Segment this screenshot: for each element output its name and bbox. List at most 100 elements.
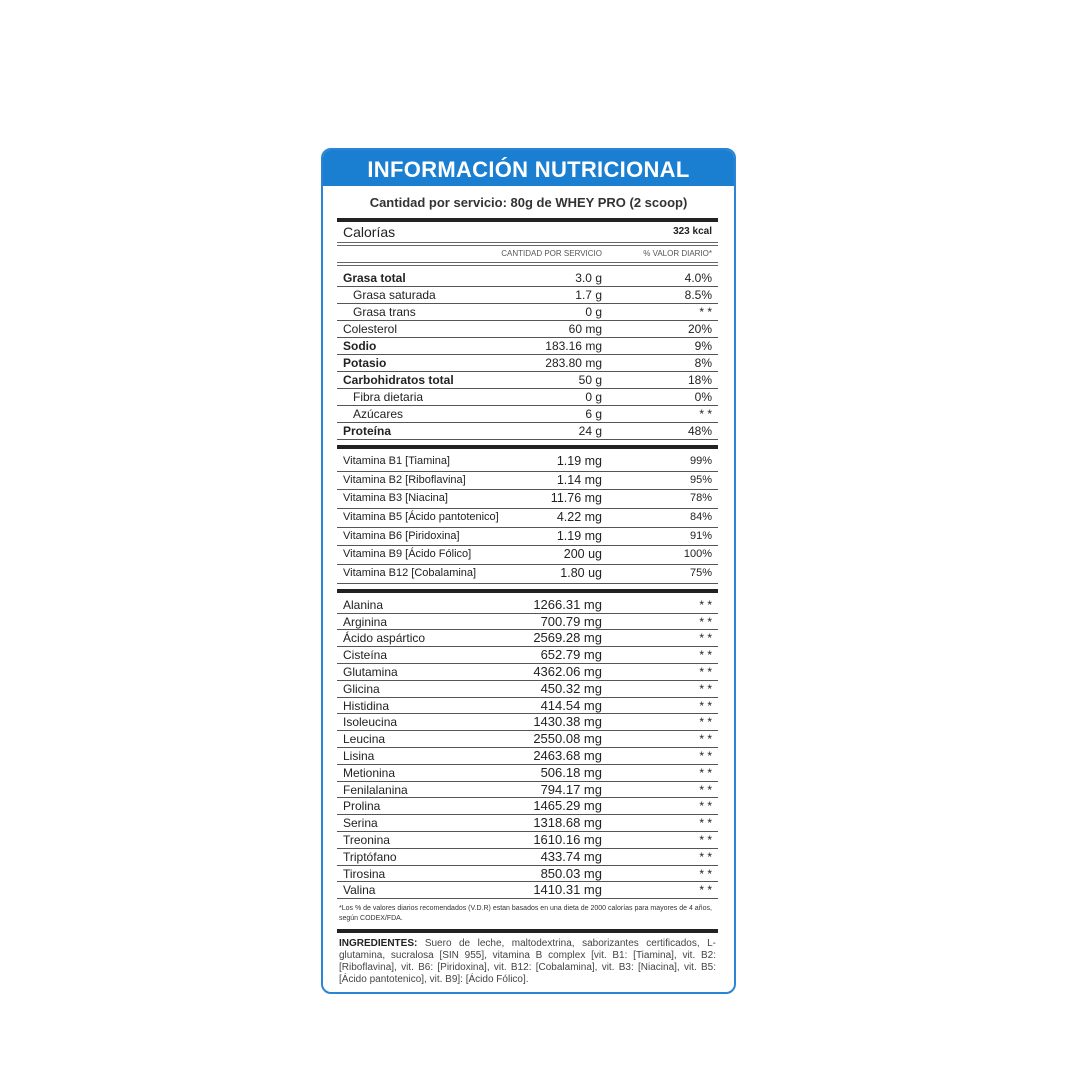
nutrient-name: Vitamina B6 [Piridoxina]	[343, 529, 460, 542]
table-row: Vitamina B2 [Riboflavina] 1.14 mg 95%	[337, 472, 718, 491]
nutrient-amount: 1410.31 mg	[533, 882, 602, 898]
table-row: Glicina 450.32 mg * *	[337, 681, 718, 698]
table-row: Proteína 24 g 48%	[337, 423, 718, 440]
nutrient-amount: 1.19 mg	[556, 454, 602, 468]
nutrient-name: Sodio	[343, 339, 377, 353]
nutrient-amount: 200 ug	[563, 547, 602, 562]
nutrient-dv: * *	[699, 597, 712, 612]
nutrient-amount: 1430.38 mg	[533, 714, 602, 730]
nutrient-amount: 2569.28 mg	[533, 630, 602, 646]
nutrient-name: Grasa total	[343, 271, 406, 285]
nutrient-amount: 652.79 mg	[540, 647, 602, 663]
nutrient-dv: 95%	[689, 473, 712, 486]
nutrient-amount: 1.19 mg	[556, 528, 602, 543]
calories-row: Calorías 323 kcal	[337, 222, 718, 242]
table-row: Colesterol 60 mg 20%	[337, 321, 718, 338]
nutrient-name: Metionina	[343, 765, 396, 780]
nutrient-dv: * *	[699, 816, 712, 831]
nutrient-name: Fibra dietaria	[353, 390, 424, 404]
nutrient-dv: 48%	[687, 424, 712, 438]
nutrient-amount: 850.03 mg	[540, 865, 602, 881]
nutrient-name: Azúcares	[353, 407, 404, 421]
nutrient-amount: 183.16 mg	[545, 339, 602, 353]
nutrient-name: Isoleucina	[343, 715, 398, 730]
nutrient-amount: 11.76 mg	[550, 491, 602, 506]
nutrient-amount: 700.79 mg	[540, 613, 602, 629]
table-row: Vitamina B5 [Ácido pantotenico] 4.22 mg 84…	[337, 509, 718, 528]
nutrient-amount: 2550.08 mg	[533, 731, 602, 747]
nutrient-amount: 0 g	[585, 390, 602, 404]
nutrient-amount: 0 g	[585, 305, 602, 319]
nutrient-name: Grasa trans	[353, 305, 416, 319]
nutrient-amount: 1610.16 mg	[533, 831, 602, 847]
nutrient-dv: * *	[699, 648, 712, 663]
nutrient-dv: * *	[699, 631, 712, 646]
nutrient-dv: * *	[699, 732, 712, 747]
nutrient-amount: 50 g	[578, 373, 602, 387]
nutrient-amount: 4.22 mg	[556, 510, 602, 525]
nutrient-dv: 75%	[689, 567, 712, 580]
serving-size: Cantidad por servicio: 80g de WHEY PRO (…	[369, 195, 688, 210]
nutrient-amount: 414.54 mg	[540, 697, 602, 713]
table-row: Histidina 414.54 mg * *	[337, 698, 718, 715]
nutrient-amount: 6 g	[585, 407, 602, 421]
nutrients-section: Grasa total 3.0 g 4.0% Grasa saturada 1.7 g 8…	[337, 270, 718, 440]
nutrient-dv: 4.0%	[684, 271, 712, 285]
calories-label: Calorías	[343, 224, 396, 240]
nutrient-name: Vitamina B12 [Cobalamina]	[343, 567, 477, 580]
nutrient-dv: 0%	[694, 390, 712, 404]
nutrient-name: Grasa saturada	[353, 288, 436, 302]
table-row: Isoleucina 1430.38 mg * *	[337, 714, 718, 732]
table-row: Vitamina B6 [Piridoxina] 1.19 mg 91%	[337, 528, 718, 547]
table-row: Alanina 1266.31 mg * *	[337, 597, 718, 614]
column-header: CANTIDAD POR SERVICIO % VALOR DIARIO*	[337, 246, 718, 262]
nutrient-dv: 8%	[694, 356, 712, 370]
nutrient-name: Alanina	[343, 597, 384, 612]
table-row: Azúcares 6 g * *	[337, 406, 718, 423]
table-row: Serina 1318.68 mg * *	[337, 815, 718, 832]
nutrient-dv: * *	[699, 305, 712, 319]
calories-value: 323 kcal	[673, 226, 712, 237]
nutrient-amount: 1.7 g	[575, 288, 602, 302]
table-row: Grasa trans 0 g * *	[337, 304, 718, 321]
nutrient-amount: 283.80 mg	[545, 356, 602, 370]
nutrient-dv: * *	[699, 698, 712, 713]
table-row: Tirosina 850.03 mg * *	[337, 866, 718, 883]
table-row: Vitamina B3 [Niacina] 11.76 mg 78%	[337, 490, 718, 510]
nutrient-dv: * *	[699, 407, 712, 421]
nutrient-amount: 794.17 mg	[540, 781, 602, 797]
table-row: Vitamina B9 [Ácido Fólico] 200 ug 100%	[337, 546, 718, 566]
nutrient-name: Vitamina B3 [Niacina]	[343, 492, 448, 505]
nutrient-dv: * *	[699, 883, 712, 898]
nutrient-name: Glicina	[343, 681, 380, 696]
nutrient-name: Vitamina B5 [Ácido pantotenico]	[343, 511, 499, 524]
nutrient-dv: * *	[699, 765, 712, 780]
ingredients-label: INGREDIENTES:	[339, 938, 418, 950]
nutrient-name: Fenilalanina	[343, 782, 408, 797]
table-row: Leucina 2550.08 mg * *	[337, 731, 718, 748]
nutrient-name: Prolina	[343, 799, 381, 814]
table-row: Ácido aspártico 2569.28 mg * *	[337, 630, 718, 648]
nutrient-name: Proteína	[343, 424, 392, 438]
nutrient-amount: 4362.06 mg	[533, 664, 602, 679]
nutrient-dv: * *	[699, 665, 712, 679]
ingredients: INGREDIENTES: Suero de leche, maltodextr…	[337, 933, 718, 992]
nutrient-dv: 20%	[687, 322, 712, 336]
nutrient-amount: 433.74 mg	[540, 848, 602, 864]
nutrient-amount: 450.32 mg	[540, 680, 602, 696]
table-row: Metionina 506.18 mg * *	[337, 765, 718, 782]
amount-column-header: CANTIDAD POR SERVICIO	[501, 249, 602, 258]
table-row: Carbohidratos total 50 g 18%	[337, 372, 718, 389]
table-row: Cisteína 652.79 mg * *	[337, 647, 718, 664]
nutrient-dv: * *	[699, 832, 712, 847]
nutrient-dv: 18%	[687, 373, 712, 387]
nutrient-amount: 1318.68 mg	[533, 815, 602, 831]
table-row: Grasa saturada 1.7 g 8.5%	[337, 287, 718, 304]
nutrient-dv: 78%	[689, 492, 712, 505]
table-row: Triptófano 433.74 mg * *	[337, 849, 718, 866]
nutrient-dv: 100%	[683, 548, 712, 561]
nutrient-dv: * *	[699, 782, 712, 797]
nutrient-dv: 91%	[689, 529, 712, 542]
nutrient-dv: * *	[699, 849, 712, 864]
nutrient-name: Colesterol	[343, 322, 398, 336]
